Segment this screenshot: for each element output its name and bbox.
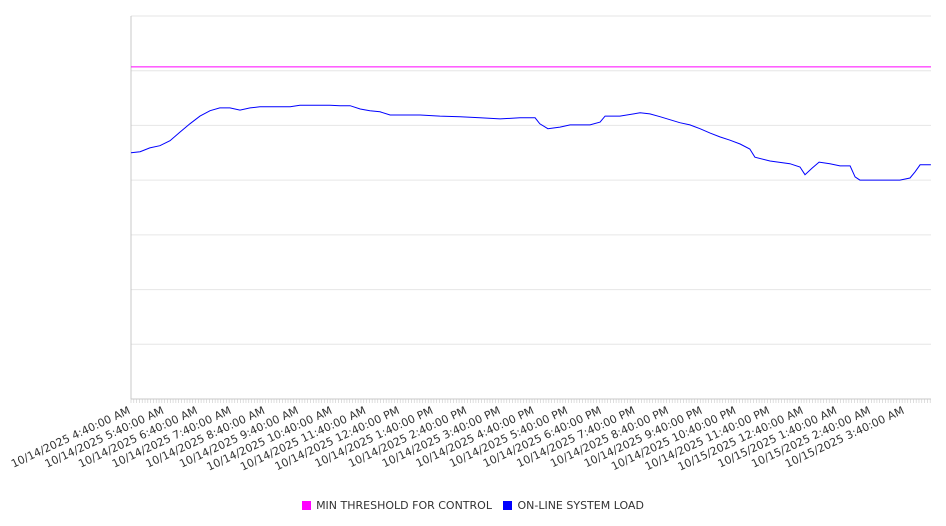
legend-label-load: ON-LINE SYSTEM LOAD xyxy=(517,499,644,512)
system-load-line xyxy=(130,104,931,181)
legend-swatch-load xyxy=(503,501,513,510)
legend-item-threshold[interactable]: MIN THRESHOLD FOR CONTROL xyxy=(302,499,492,512)
legend-label-threshold: MIN THRESHOLD FOR CONTROL xyxy=(316,499,492,512)
chart-legend: MIN THRESHOLD FOR CONTROL ON-LINE SYSTEM… xyxy=(0,499,946,513)
legend-swatch-threshold xyxy=(302,501,312,510)
legend-item-load[interactable]: ON-LINE SYSTEM LOAD xyxy=(503,499,644,512)
